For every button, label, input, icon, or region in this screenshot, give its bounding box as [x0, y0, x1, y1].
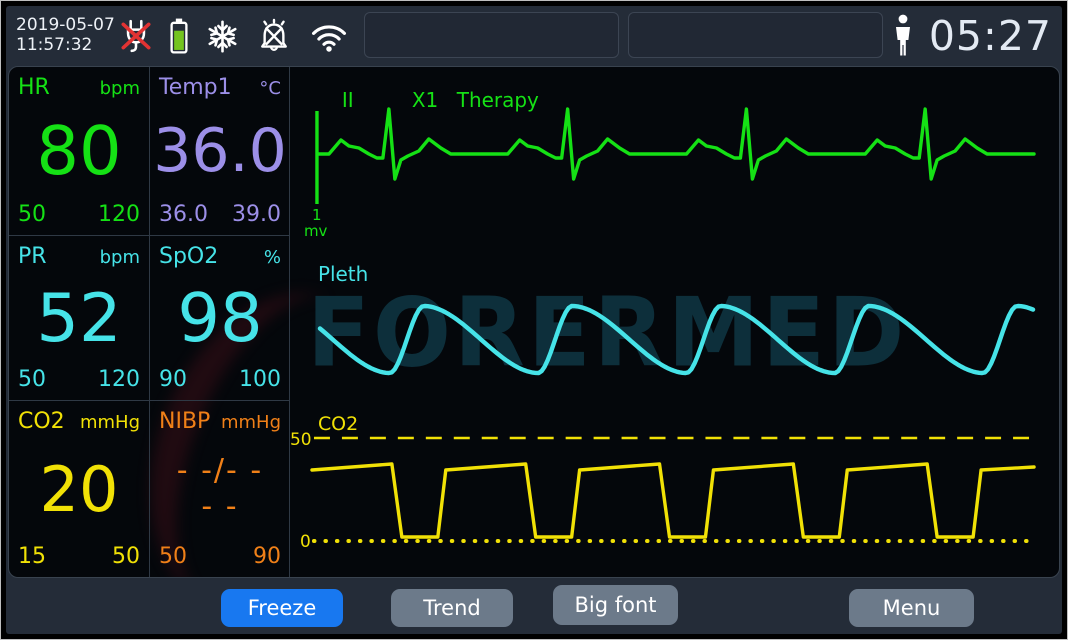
- temp1-high-limit: 39.0: [232, 202, 281, 227]
- battery-icon: [167, 17, 191, 55]
- date-text: 2019-05-07: [16, 15, 115, 35]
- co2-scale-max: 50: [290, 430, 312, 450]
- wifi-icon: [307, 19, 351, 53]
- nibp-value: - -/- - - -: [159, 434, 281, 544]
- nibp-unit: mmHg: [220, 412, 281, 433]
- co2-label: CO2: [18, 409, 65, 434]
- vital-tile-pr[interactable]: PR bpm 52 50 120: [9, 236, 150, 401]
- hr-unit: bpm: [99, 78, 140, 99]
- vital-tile-hr[interactable]: HR bpm 80 50 120: [9, 67, 150, 236]
- spo2-label: SpO2: [159, 244, 219, 269]
- spo2-unit: %: [263, 247, 281, 268]
- co2-value: 20: [39, 452, 119, 526]
- timer-display: 05:27: [928, 12, 1052, 60]
- vital-tile-temp1[interactable]: Temp1 °C 36.0 36.0 39.0: [150, 67, 290, 236]
- pr-label: PR: [18, 244, 47, 269]
- vital-tile-nibp[interactable]: NIBP mmHg - -/- - - - 50 90: [150, 401, 290, 577]
- status-icons: [118, 14, 351, 58]
- hr-high-limit: 120: [98, 202, 140, 227]
- temp1-low-limit: 36.0: [159, 202, 208, 227]
- pr-value: 52: [36, 279, 122, 357]
- co2-scale-min: 0: [300, 532, 311, 552]
- ecg-cal-unit: mv: [304, 222, 328, 240]
- vitals-grid: HR bpm 80 50 120 Temp1 °C 36.0 36.0 39.0: [9, 67, 290, 577]
- ecg-trace: [316, 107, 1036, 181]
- hr-low-limit: 50: [18, 202, 46, 227]
- nibp-high-limit: 90: [253, 544, 281, 569]
- co2-trace: [310, 462, 1036, 539]
- waveform-area: II X1 Therapy 1 mv Pleth CO2 50 0: [290, 67, 1059, 577]
- ecg-waveform[interactable]: II X1 Therapy 1 mv: [290, 79, 1059, 255]
- pr-unit: bpm: [99, 247, 140, 268]
- time-text: 11:57:32: [16, 35, 93, 55]
- datetime-display: 2019-05-07 11:57:32: [16, 15, 115, 55]
- hr-label: HR: [18, 75, 50, 100]
- nibp-label: NIBP: [159, 409, 211, 434]
- status-bar: 2019-05-07 11:57:32: [6, 6, 1062, 64]
- freeze-button[interactable]: Freeze: [221, 589, 343, 627]
- pleth-waveform[interactable]: Pleth: [290, 259, 1059, 399]
- ecg-cal-value: 1: [312, 206, 322, 224]
- vital-tile-co2[interactable]: CO2 mmHg 20 15 50: [9, 401, 150, 577]
- ecg-mode-label: Therapy: [456, 88, 539, 112]
- physiological-alarm-area: [364, 12, 619, 58]
- pr-low-limit: 50: [18, 367, 46, 392]
- spo2-high-limit: 100: [239, 367, 281, 392]
- freeze-snowflake-icon: [204, 18, 241, 55]
- co2-waveform[interactable]: CO2 50 0: [290, 413, 1059, 563]
- trend-button[interactable]: Trend: [391, 589, 513, 627]
- brand-watermark: FORERMED: [307, 276, 908, 389]
- alarm-off-icon: [254, 18, 294, 55]
- ecg-gain-label: X1: [412, 88, 438, 112]
- ac-power-disconnected-icon: [118, 18, 154, 54]
- co2-wave-label: CO2: [318, 413, 358, 435]
- spo2-low-limit: 90: [159, 367, 187, 392]
- main-display: FORERMED HR bpm 80 50 120 Temp1 °C 3: [8, 66, 1060, 578]
- temp1-value: 36.0: [153, 116, 287, 186]
- big-font-button[interactable]: Big font: [553, 585, 678, 625]
- nibp-map-value: - -: [201, 489, 239, 524]
- spo2-value: 98: [177, 279, 263, 357]
- adult-patient-icon: [892, 14, 914, 58]
- hr-value: 80: [36, 112, 122, 190]
- co2-low-limit: 15: [18, 544, 46, 569]
- ecg-lead-label: II: [342, 88, 354, 112]
- temp1-unit: °C: [259, 78, 281, 99]
- co2-high-limit: 50: [112, 544, 140, 569]
- button-bar: Freeze Trend Big font Menu: [6, 578, 1062, 634]
- monitor-background: 2019-05-07 11:57:32: [6, 6, 1062, 634]
- menu-button[interactable]: Menu: [849, 589, 974, 627]
- temp1-label: Temp1: [159, 75, 232, 100]
- nibp-sys-dia-value: - -/- -: [176, 453, 264, 488]
- pleth-label: Pleth: [318, 262, 368, 286]
- pleth-trace: [317, 303, 1036, 376]
- pr-high-limit: 120: [98, 367, 140, 392]
- technical-alarm-area: [628, 12, 883, 58]
- nibp-low-limit: 50: [159, 544, 187, 569]
- co2-unit: mmHg: [79, 412, 140, 433]
- vital-tile-spo2[interactable]: SpO2 % 98 90 100: [150, 236, 290, 401]
